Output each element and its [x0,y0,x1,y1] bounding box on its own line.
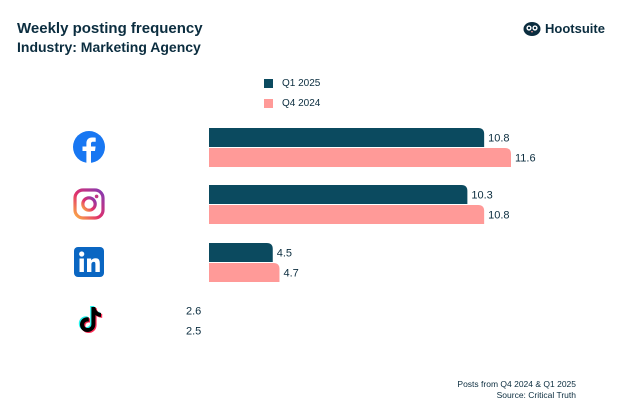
footnote-source: Source: Critical Truth [496,390,576,400]
legend-item-q1-2025: Q1 2025 [264,73,320,93]
value-label-facebook-q4-2024: 11.6 [515,153,536,165]
chart-legend: Q1 2025 Q4 2024 [264,73,320,113]
brand-name: Hootsuite [545,20,605,36]
value-label-instagram-q1-2025: 10.3 [471,190,492,202]
bar-instagram-q4-2024 [209,205,485,224]
footnote-posts: Posts from Q4 2024 & Q1 2025 [457,379,576,389]
value-label-tiktok-q1-2025: 2.6 [186,306,201,318]
chart-subtitle: Industry: Marketing Agency [17,39,201,55]
value-label-facebook-q1-2025: 10.8 [488,133,509,145]
legend-label-q4-2024: Q4 2024 [282,97,321,109]
legend-item-q4-2024: Q4 2024 [264,93,320,113]
facebook-icon [73,131,105,163]
brand-logo: Hootsuite [523,20,605,36]
owl-icon [523,22,541,36]
value-label-instagram-q4-2024: 10.8 [488,210,509,222]
legend-swatch-q4-2024 [264,98,273,108]
bar-linkedin-q4-2024 [209,263,280,282]
instagram-icon [73,188,105,220]
bar-facebook-q4-2024 [209,148,511,167]
legend-label-q1-2025: Q1 2025 [282,77,321,89]
linkedin-icon [74,247,104,277]
legend-swatch-q1-2025 [264,78,273,88]
bar-instagram-q1-2025 [209,185,468,204]
value-label-linkedin-q4-2024: 4.7 [283,268,298,280]
bar-facebook-q1-2025 [209,128,485,147]
value-label-tiktok-q4-2024: 2.5 [186,326,201,338]
chart-title: Weekly posting frequency [17,20,203,37]
value-label-linkedin-q1-2025: 4.5 [277,248,292,260]
tiktok-icon [78,306,103,333]
bar-linkedin-q1-2025 [209,243,273,262]
chart-footnote: Posts from Q4 2024 & Q1 2025 Source: Cri… [457,379,576,401]
